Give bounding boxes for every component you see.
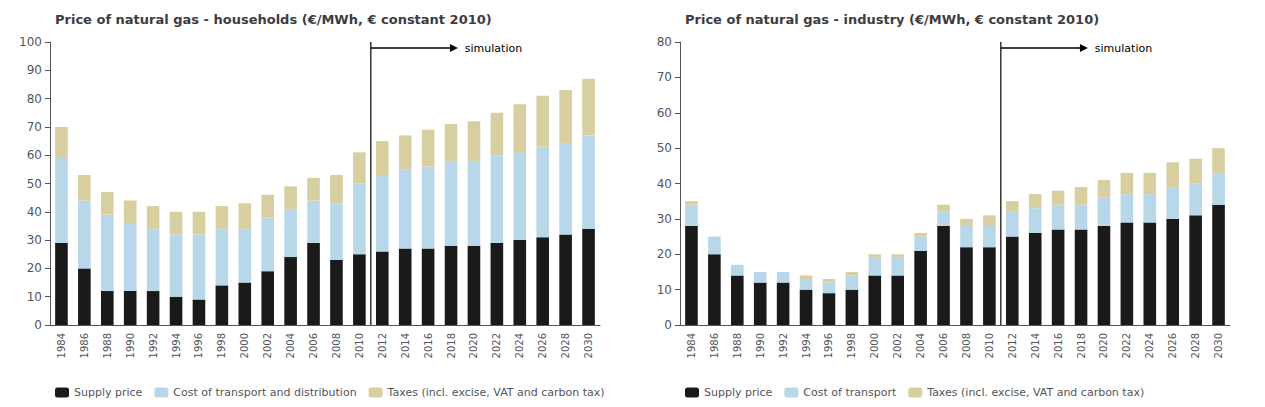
svg-text:1994: 1994 xyxy=(801,333,812,358)
svg-text:2000: 2000 xyxy=(239,333,250,358)
svg-text:1984: 1984 xyxy=(56,333,67,358)
svg-text:2022: 2022 xyxy=(1121,333,1132,358)
svg-text:1996: 1996 xyxy=(193,333,204,358)
svg-text:2012: 2012 xyxy=(1007,333,1018,358)
svg-text:2006: 2006 xyxy=(938,333,949,358)
svg-text:1986: 1986 xyxy=(709,333,720,358)
svg-text:2018: 2018 xyxy=(446,333,457,358)
svg-text:2004: 2004 xyxy=(915,333,926,358)
svg-text:2012: 2012 xyxy=(377,333,388,358)
svg-text:1994: 1994 xyxy=(171,333,182,358)
svg-text:70: 70 xyxy=(27,120,42,134)
svg-text:2002: 2002 xyxy=(892,333,903,358)
svg-text:2028: 2028 xyxy=(560,333,571,358)
svg-text:2020: 2020 xyxy=(1098,333,1109,358)
svg-text:2024: 2024 xyxy=(1144,333,1155,358)
svg-text:20: 20 xyxy=(657,247,672,261)
svg-text:2016: 2016 xyxy=(1053,333,1064,358)
svg-text:20: 20 xyxy=(27,261,42,275)
svg-text:0: 0 xyxy=(34,318,42,332)
svg-text:10: 10 xyxy=(657,283,672,297)
svg-text:2028: 2028 xyxy=(1190,333,1201,358)
svg-text:1996: 1996 xyxy=(823,333,834,358)
svg-text:simulation: simulation xyxy=(1095,42,1152,55)
svg-text:50: 50 xyxy=(27,177,42,191)
svg-text:2022: 2022 xyxy=(491,333,502,358)
svg-text:40: 40 xyxy=(657,177,672,191)
svg-text:2014: 2014 xyxy=(400,333,411,358)
svg-text:Taxes (incl. excise, VAT and c: Taxes (incl. excise, VAT and carbon tax) xyxy=(926,386,1144,399)
svg-text:2002: 2002 xyxy=(262,333,273,358)
svg-text:2006: 2006 xyxy=(308,333,319,358)
svg-text:2018: 2018 xyxy=(1076,333,1087,358)
svg-text:0: 0 xyxy=(664,318,672,332)
svg-text:2030: 2030 xyxy=(1213,333,1224,358)
svg-text:1988: 1988 xyxy=(732,333,743,358)
svg-text:2016: 2016 xyxy=(423,333,434,358)
svg-text:60: 60 xyxy=(27,148,42,162)
svg-text:50: 50 xyxy=(657,141,672,155)
svg-text:1990: 1990 xyxy=(125,333,136,358)
svg-text:1992: 1992 xyxy=(778,333,789,358)
svg-text:2004: 2004 xyxy=(285,333,296,358)
svg-text:simulation: simulation xyxy=(465,42,522,55)
svg-text:2008: 2008 xyxy=(331,333,342,358)
svg-text:2008: 2008 xyxy=(961,333,972,358)
svg-text:Price of natural gas - industr: Price of natural gas - industry (€/MWh, … xyxy=(685,12,1099,27)
svg-text:Cost of transport: Cost of transport xyxy=(803,386,897,399)
svg-text:Taxes (incl. excise, VAT and c: Taxes (incl. excise, VAT and carbon tax) xyxy=(387,386,605,399)
svg-text:2010: 2010 xyxy=(984,333,995,358)
svg-text:10: 10 xyxy=(27,290,42,304)
svg-text:80: 80 xyxy=(27,92,42,106)
svg-text:Supply price: Supply price xyxy=(704,386,773,399)
svg-text:1988: 1988 xyxy=(102,333,113,358)
svg-text:Supply price: Supply price xyxy=(74,386,143,399)
svg-text:2010: 2010 xyxy=(354,333,365,358)
svg-text:30: 30 xyxy=(27,233,42,247)
svg-text:1984: 1984 xyxy=(686,333,697,358)
svg-text:100: 100 xyxy=(19,35,42,49)
svg-text:1992: 1992 xyxy=(148,333,159,358)
svg-text:1998: 1998 xyxy=(216,333,227,358)
svg-text:1998: 1998 xyxy=(846,333,857,358)
svg-text:60: 60 xyxy=(657,106,672,120)
svg-text:80: 80 xyxy=(657,35,672,49)
svg-text:2000: 2000 xyxy=(869,333,880,358)
svg-text:Price of natural gas - househo: Price of natural gas - households (€/MWh… xyxy=(55,12,492,27)
svg-text:2026: 2026 xyxy=(1167,333,1178,358)
svg-text:2020: 2020 xyxy=(468,333,479,358)
svg-text:2014: 2014 xyxy=(1030,333,1041,358)
svg-text:30: 30 xyxy=(657,212,672,226)
svg-text:1986: 1986 xyxy=(79,333,90,358)
svg-text:2026: 2026 xyxy=(537,333,548,358)
svg-text:Cost of transport and distribu: Cost of transport and distribution xyxy=(173,386,356,399)
svg-text:70: 70 xyxy=(657,70,672,84)
svg-text:2024: 2024 xyxy=(514,333,525,358)
svg-text:90: 90 xyxy=(27,63,42,77)
svg-text:1990: 1990 xyxy=(755,333,766,358)
svg-text:40: 40 xyxy=(27,205,42,219)
svg-text:2030: 2030 xyxy=(583,333,594,358)
